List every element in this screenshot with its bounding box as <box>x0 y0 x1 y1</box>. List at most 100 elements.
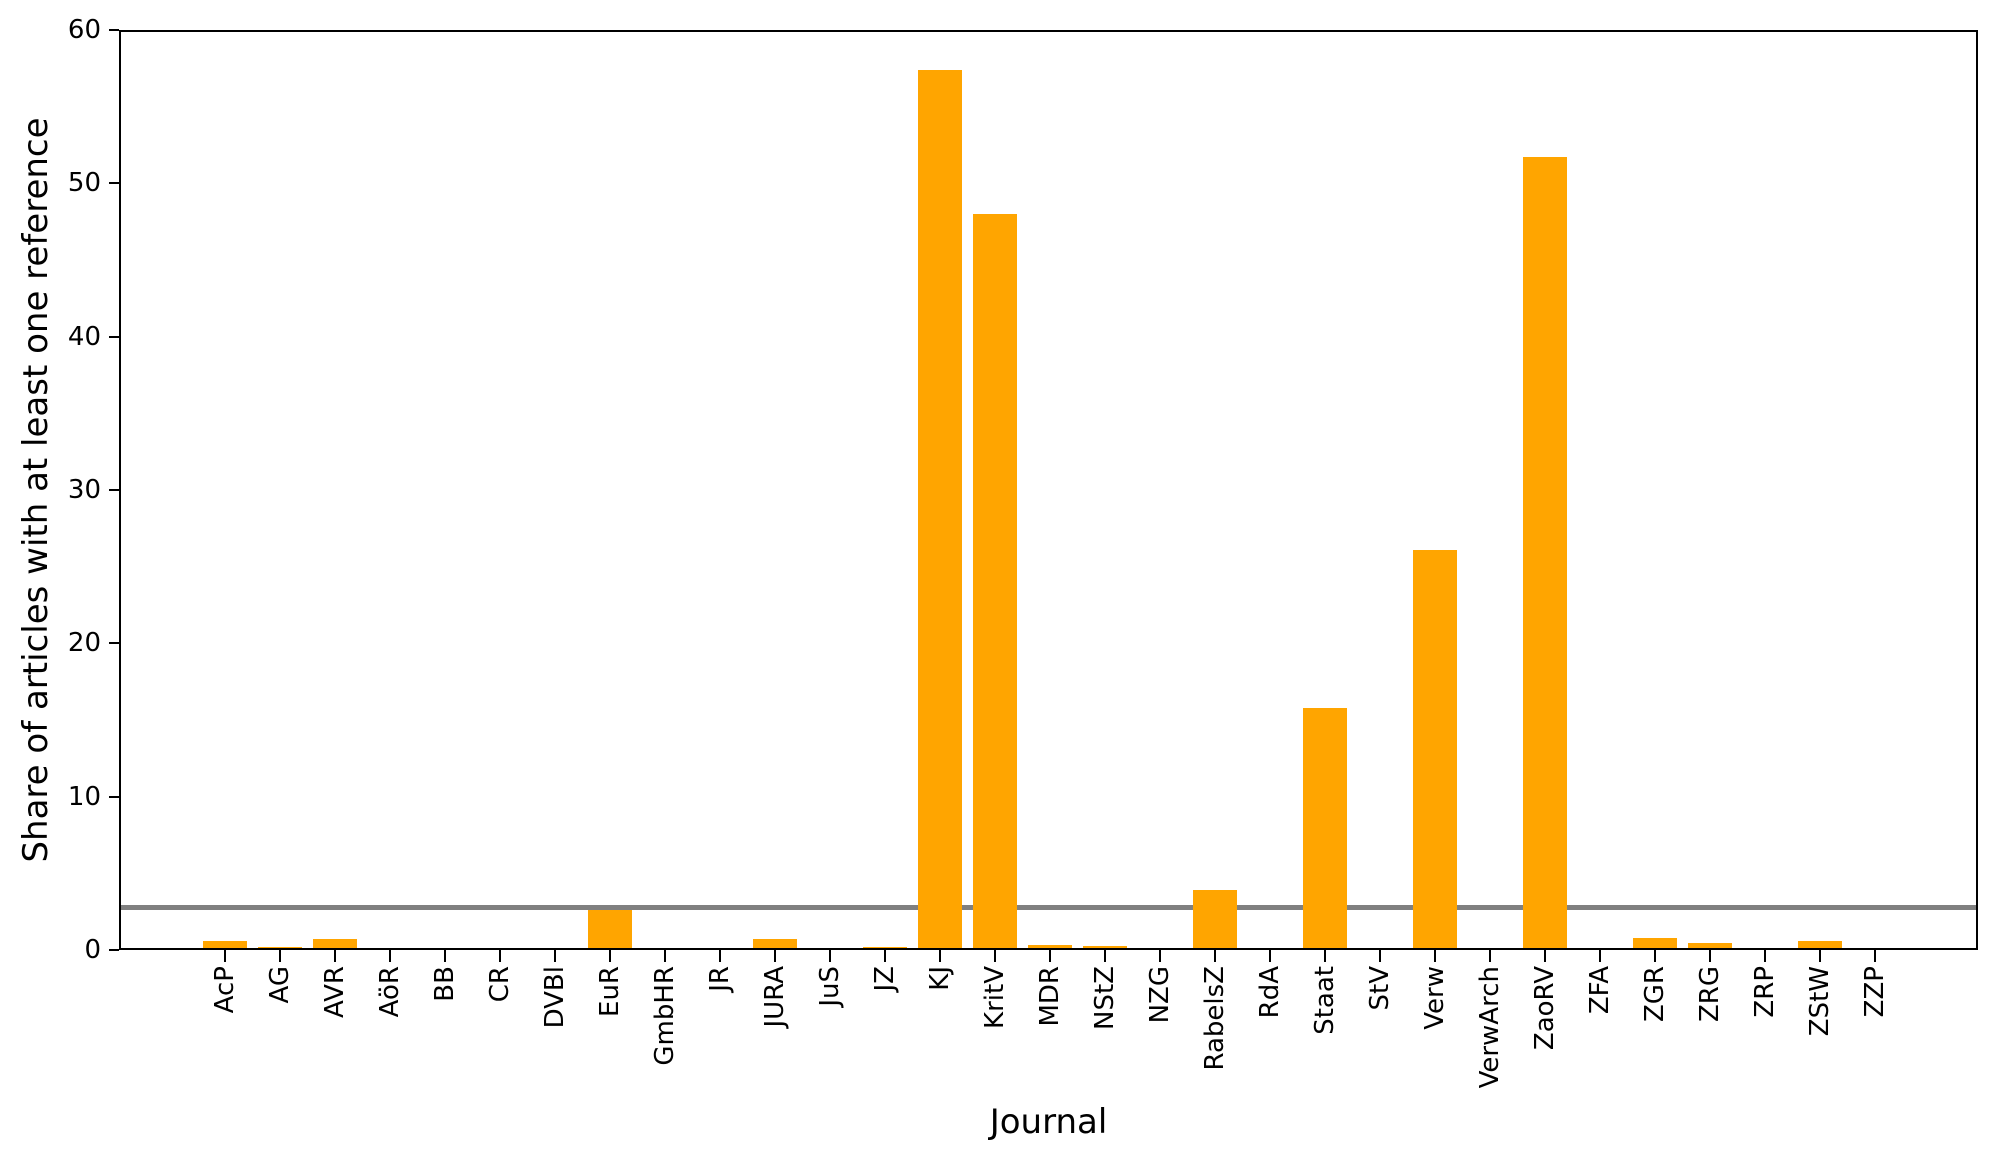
x-tick <box>939 950 941 962</box>
x-tick-label-text: Verw <box>1420 966 1450 1030</box>
x-tick-label-text: KJ <box>925 966 955 991</box>
x-tick-label-text: VerwArch <box>1475 966 1505 1089</box>
x-tick <box>1874 950 1876 962</box>
x-tick-label-text: AöR <box>375 966 405 1018</box>
x-tick-label-text: JZ <box>870 966 900 992</box>
x-tick <box>829 950 831 962</box>
x-tick-label-text: ZFA <box>1585 966 1615 1015</box>
x-tick <box>664 950 666 962</box>
x-tick <box>1159 950 1161 962</box>
y-tick <box>109 182 119 185</box>
x-tick-label-text: KritV <box>980 966 1010 1029</box>
x-tick <box>554 950 556 962</box>
x-tick-label-text: NZG <box>1145 966 1175 1024</box>
bar <box>863 946 907 950</box>
bar <box>1193 890 1237 950</box>
axes-frame <box>119 30 1978 950</box>
x-tick <box>1489 950 1491 962</box>
bar <box>1413 549 1457 950</box>
bar <box>1028 945 1072 950</box>
x-tick <box>224 950 226 962</box>
x-tick <box>499 950 501 962</box>
bar <box>1633 937 1677 950</box>
x-tick <box>1709 950 1711 962</box>
y-tick <box>109 489 119 491</box>
x-tick-label-text: EuR <box>595 966 625 1017</box>
x-tick-label-text: RdA <box>1255 966 1285 1019</box>
y-tick-label: 30 <box>67 475 101 505</box>
x-tick <box>1214 950 1216 962</box>
bar <box>478 947 522 950</box>
y-tick-label: 20 <box>67 628 101 659</box>
x-tick <box>444 950 446 962</box>
bar <box>753 939 797 950</box>
reference-line <box>119 904 1978 910</box>
x-tick-label-text: GmbHR <box>650 966 680 1066</box>
bar <box>1688 943 1732 950</box>
x-tick <box>719 950 721 962</box>
x-tick <box>1599 950 1601 962</box>
x-tick-label-text: ZStW <box>1805 966 1835 1037</box>
x-tick <box>279 950 281 962</box>
x-tick <box>1819 950 1821 962</box>
x-tick <box>994 950 996 962</box>
x-tick <box>1379 950 1381 962</box>
x-tick-label-text: AG <box>265 966 295 1004</box>
bar <box>1523 157 1567 950</box>
x-tick-label-text: JR <box>705 966 735 992</box>
x-tick <box>334 950 336 962</box>
y-tick <box>109 949 119 951</box>
x-tick-label-text: BB <box>430 966 460 1002</box>
bar <box>918 69 962 950</box>
x-axis-label-text: Journal <box>989 1102 1108 1142</box>
x-tick <box>1049 950 1051 962</box>
x-tick-label-text: CR <box>485 966 515 1003</box>
x-tick-label-text: AVR <box>320 966 350 1018</box>
x-tick-label-text: JuS <box>815 966 845 1007</box>
y-tick-label: 50 <box>67 168 101 199</box>
x-tick <box>1104 950 1106 962</box>
y-tick <box>109 642 119 645</box>
y-tick <box>109 335 119 338</box>
x-tick <box>774 950 776 962</box>
bar <box>313 939 357 950</box>
x-tick-label-text: StV <box>1365 966 1395 1011</box>
x-tick-label-text: RabelsZ <box>1200 966 1230 1071</box>
bar <box>1083 946 1127 950</box>
bar <box>588 910 632 950</box>
x-tick-label-text: Staat <box>1310 966 1340 1035</box>
plot-area <box>119 30 1978 950</box>
y-tick-label: 60 <box>67 15 101 45</box>
y-tick-label: 40 <box>67 321 101 352</box>
x-tick-label-text: JURA <box>760 966 790 1028</box>
x-tick <box>1764 950 1766 962</box>
bar <box>973 214 1017 950</box>
x-tick-label-text: AcP <box>210 966 240 1014</box>
x-tick-label-text: ZRP <box>1750 966 1780 1018</box>
x-tick <box>1544 950 1546 962</box>
y-tick-label: 10 <box>67 781 101 812</box>
bar <box>258 946 302 950</box>
x-axis-label: Journal <box>119 1102 1978 1142</box>
x-tick-label-text: ZZP <box>1860 966 1890 1018</box>
x-tick <box>1654 950 1656 962</box>
y-tick <box>109 29 119 31</box>
x-tick-label-text: ZRG <box>1695 966 1725 1023</box>
bar <box>1798 940 1842 950</box>
bar <box>698 947 742 950</box>
x-tick <box>389 950 391 962</box>
x-tick-label-text: ZGR <box>1640 966 1670 1023</box>
x-tick-label-text: MDR <box>1035 966 1065 1027</box>
y-tick <box>109 795 119 798</box>
x-tick-label-text: NStZ <box>1090 966 1120 1030</box>
x-tick <box>1434 950 1436 962</box>
bar <box>203 940 247 950</box>
x-tick <box>1269 950 1271 962</box>
x-tick <box>884 950 886 962</box>
x-tick-label-text: ZaoRV <box>1530 966 1560 1051</box>
x-tick-label-text: DVBl <box>540 966 570 1029</box>
bar <box>1303 707 1347 950</box>
x-tick <box>1324 950 1326 962</box>
y-tick-label: 0 <box>84 935 101 965</box>
